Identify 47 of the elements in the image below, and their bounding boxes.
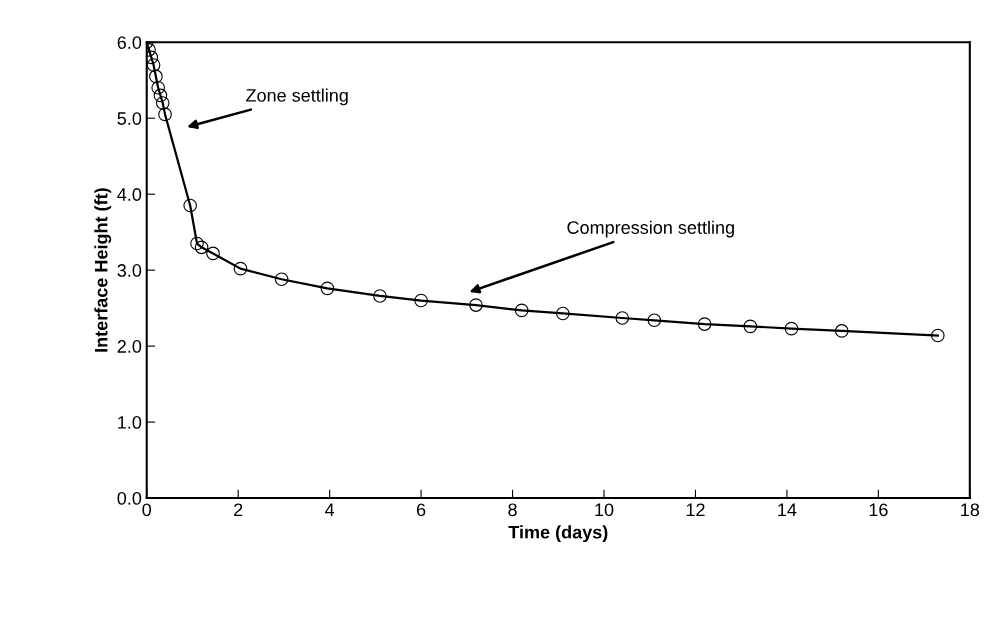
point — [556, 306, 570, 321]
x-tick-label: 8 — [508, 503, 517, 517]
point — [784, 321, 799, 336]
point — [414, 293, 428, 308]
point — [153, 88, 168, 103]
y-tick-label: 2.0 — [117, 340, 142, 353]
x-tick-label: 0 — [142, 503, 152, 517]
point — [206, 246, 220, 261]
point — [194, 240, 209, 255]
x-tick-label: 2 — [234, 503, 243, 516]
point — [151, 81, 165, 95]
x-axis-title: Time (days) — [508, 525, 608, 543]
point — [149, 69, 163, 84]
point — [146, 58, 161, 72]
y-tick-label: 3.0 — [117, 264, 142, 277]
x-tick-label: 4 — [325, 503, 335, 516]
point — [320, 281, 335, 296]
x-tick-label: 10 — [595, 503, 614, 517]
y-tick-label: 5.0 — [117, 112, 142, 125]
point — [834, 324, 849, 338]
point — [190, 236, 204, 251]
x-tick-label: 16 — [869, 503, 888, 517]
point — [233, 261, 248, 276]
point — [615, 311, 630, 325]
x-tick-label: 12 — [686, 503, 705, 516]
point — [274, 272, 289, 287]
point — [647, 313, 662, 328]
point — [469, 298, 483, 312]
y-tick-label: 0.0 — [117, 491, 142, 505]
point — [373, 289, 387, 303]
point — [743, 319, 758, 334]
point — [931, 328, 945, 343]
annotation: Zone settling — [246, 88, 348, 106]
point — [146, 50, 159, 65]
y-tick-label: 1.0 — [118, 416, 142, 429]
point — [183, 198, 197, 213]
y-tick-label: 6.0 — [117, 36, 142, 49]
point — [697, 317, 712, 331]
point — [155, 96, 170, 110]
x-tick-label: 18 — [961, 503, 980, 517]
point — [158, 107, 172, 122]
y-axis-title: Interface Height (ft) — [94, 188, 112, 352]
y-tick-label: 4.0 — [117, 188, 142, 201]
x-tick-label: 14 — [778, 503, 797, 516]
point — [514, 303, 529, 318]
annotation: Compression settling — [567, 220, 734, 238]
x-tick-label: 6 — [416, 503, 426, 517]
